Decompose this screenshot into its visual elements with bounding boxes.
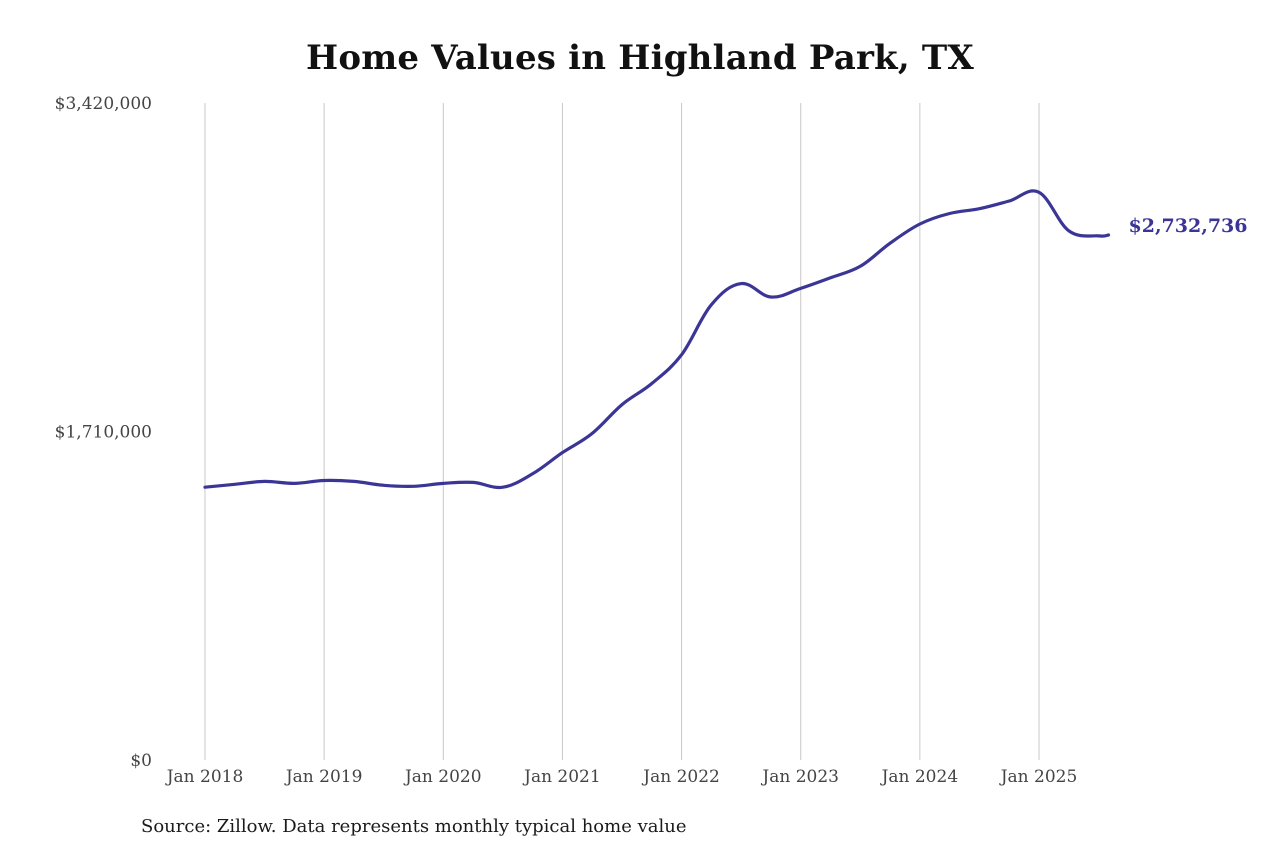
x-tick-label: Jan 2020 [403, 767, 482, 787]
y-tick-label: $1,710,000 [55, 423, 152, 443]
y-tick-label: $3,420,000 [55, 94, 152, 114]
x-tick-label: Jan 2019 [284, 767, 363, 787]
x-tick-label: Jan 2022 [641, 767, 720, 787]
chart-title: Home Values in Highland Park, TX [306, 38, 974, 78]
x-tick-label: Jan 2021 [522, 767, 601, 787]
x-tick-label: Jan 2025 [999, 767, 1078, 787]
source-note: Source: Zillow. Data represents monthly … [141, 816, 687, 837]
series-line [203, 189, 1111, 490]
end-value-label: $2,732,736 [1129, 215, 1248, 237]
x-tick-label: Jan 2024 [880, 767, 959, 787]
y-tick-label: $0 [130, 751, 152, 771]
x-tick-label: Jan 2023 [760, 767, 839, 787]
x-tick-label: Jan 2018 [165, 767, 244, 787]
